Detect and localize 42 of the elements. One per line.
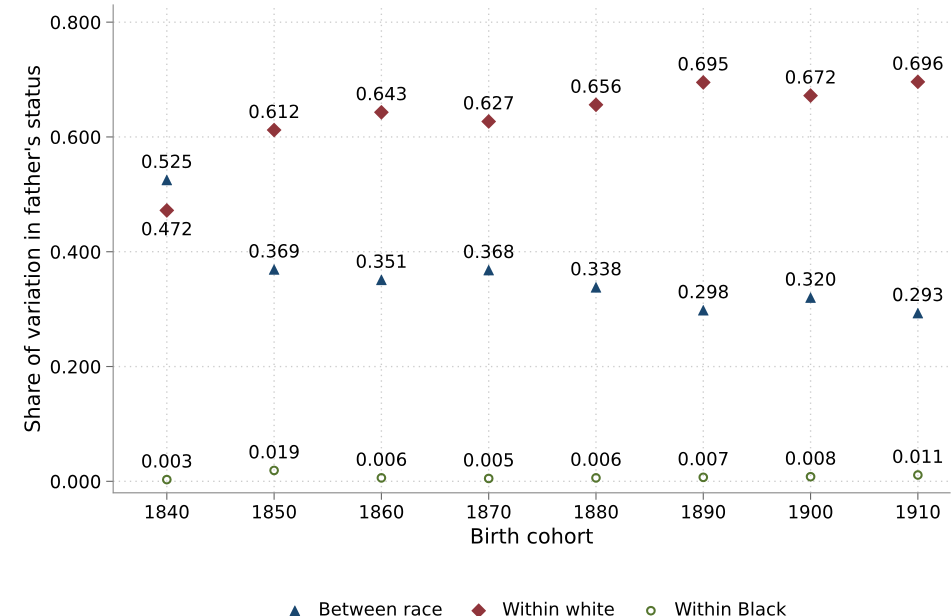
legend-label: Between race xyxy=(320,602,442,616)
data-label: 0.019 xyxy=(249,444,299,459)
x-axis-title: Birth cohort xyxy=(472,528,593,544)
data-label: 0.005 xyxy=(464,452,513,467)
data-label: 0.006 xyxy=(571,452,621,466)
data-label: 0.351 xyxy=(356,254,406,268)
x-tick-label: 1880 xyxy=(574,504,618,519)
data-label: 0.320 xyxy=(786,272,836,286)
data-label: 0.643 xyxy=(356,86,406,100)
x-tick-label: 1860 xyxy=(360,504,404,519)
y-tick-label: 0.600 xyxy=(50,130,100,144)
y-tick-label: 0.000 xyxy=(50,474,100,488)
y-tick-label: 0.400 xyxy=(50,245,100,259)
data-label: 0.368 xyxy=(464,244,514,258)
legend-label: Within white xyxy=(502,602,614,616)
x-tick-label: 1900 xyxy=(790,504,832,519)
data-label: 0.298 xyxy=(678,284,728,298)
data-label: 0.293 xyxy=(893,288,942,302)
data-label: 0.011 xyxy=(893,450,942,464)
x-tick-label: 1840 xyxy=(146,504,189,519)
data-label: 0.525 xyxy=(142,154,192,168)
data-label: 0.008 xyxy=(786,451,836,465)
data-label: 0.672 xyxy=(786,70,835,84)
data-label: 0.006 xyxy=(356,452,406,466)
data-label: 0.696 xyxy=(893,56,943,70)
x-tick-label: 1870 xyxy=(468,504,510,519)
y-tick-label: 0.200 xyxy=(50,360,100,374)
x-tick-label: 1910 xyxy=(896,504,940,519)
data-label: 0.695 xyxy=(678,56,728,71)
data-label: 0.627 xyxy=(464,96,513,110)
data-label: 0.003 xyxy=(142,454,192,468)
data-label: 0.472 xyxy=(142,222,191,236)
x-tick-label: 1890 xyxy=(682,504,726,519)
data-label: 0.007 xyxy=(678,452,728,466)
x-tick-label: 1850 xyxy=(253,504,296,519)
data-label: 0.656 xyxy=(571,79,621,93)
data-label: 0.369 xyxy=(249,244,299,258)
y-tick-label: 0.800 xyxy=(50,16,100,30)
y-axis-title: Share of variation in father's status xyxy=(24,66,40,432)
data-label: 0.612 xyxy=(249,104,298,118)
legend-label: Within Black xyxy=(674,602,786,616)
data-label: 0.338 xyxy=(571,262,621,276)
